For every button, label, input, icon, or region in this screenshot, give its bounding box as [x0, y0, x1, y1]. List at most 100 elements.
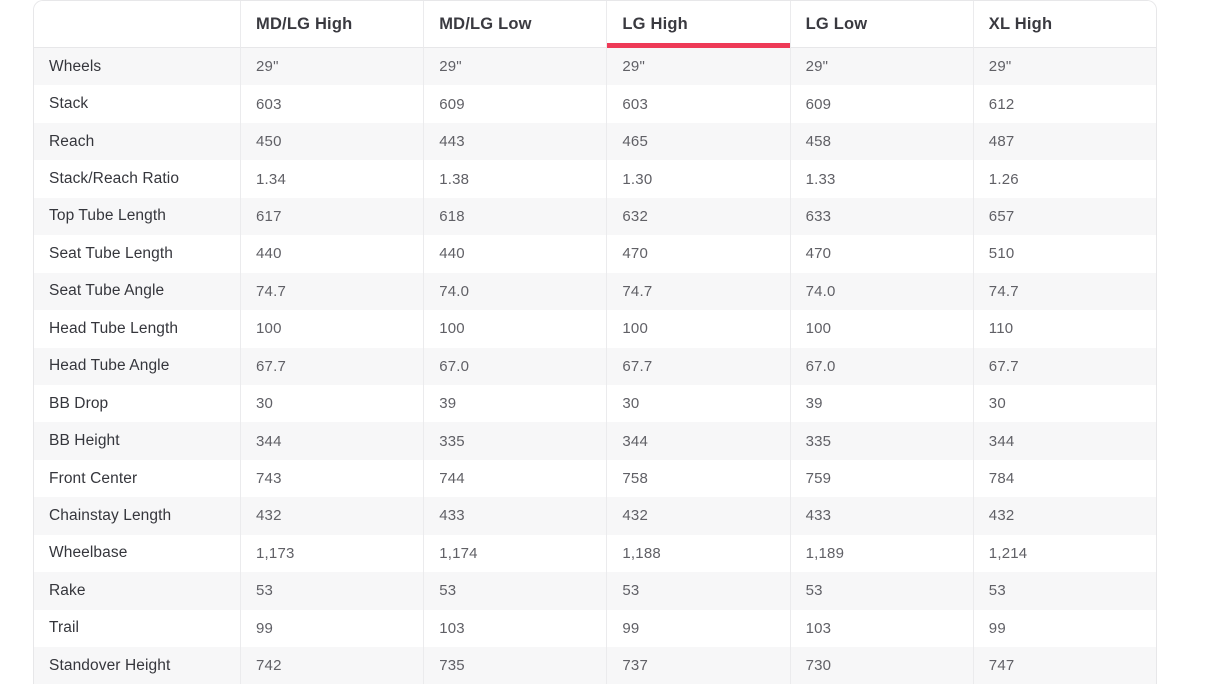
cell-value: 432: [240, 497, 423, 535]
column-tab-label: LG Low: [805, 14, 868, 33]
cell-value: 30: [606, 384, 789, 423]
column-tab-label: LG High: [622, 14, 688, 33]
cell-value: 1.26: [972, 160, 1156, 198]
cell-value: 603: [606, 85, 789, 123]
cell-value: 53: [423, 572, 606, 610]
table-row: Seat Tube Angle 74.7 74.0 74.7 74.0 74.7: [34, 272, 1156, 311]
row-label: Trail: [49, 619, 80, 637]
cell-value: 632: [606, 197, 789, 236]
table-row: Seat Tube Length 440 440 470 470 510: [34, 235, 1156, 273]
cell-value: 784: [972, 459, 1156, 498]
column-tab-label: MD/LG Low: [439, 14, 532, 33]
table-row: Rake 53 53 53 53 53: [34, 572, 1156, 610]
row-label: Stack/Reach Ratio: [49, 170, 180, 188]
cell-value: 29": [240, 48, 423, 86]
table-row: Top Tube Length 617 618 632 633 657: [34, 197, 1156, 236]
cell-value: 1,173: [240, 534, 423, 573]
column-tab-lg-low[interactable]: LG Low: [789, 1, 973, 48]
cell-value: 465: [606, 122, 789, 161]
row-label: Reach: [49, 132, 95, 150]
row-label: Chainstay Length: [49, 506, 172, 524]
cell-value: 487: [972, 122, 1156, 161]
cell-value: 1.30: [606, 160, 789, 198]
table-row: Trail 99 103 99 103 99: [34, 609, 1156, 647]
cell-value: 433: [789, 497, 973, 535]
table-body: Wheels 29" 29" 29" 29" 29" Stack 603 609 603 609 61…: [34, 48, 1156, 684]
column-tab-lg-high[interactable]: LG High: [606, 1, 790, 48]
cell-value: 470: [606, 235, 789, 273]
cell-value: 344: [972, 422, 1156, 460]
cell-value: 443: [423, 122, 606, 161]
cell-value: 29": [606, 48, 789, 86]
cell-value: 450: [240, 122, 423, 161]
row-label: Wheels: [49, 57, 102, 75]
row-label: Top Tube Length: [49, 207, 166, 225]
cell-value: 730: [789, 647, 973, 684]
cell-value: 39: [789, 384, 973, 423]
table-row: Head Tube Length 100 100 100 100 110: [34, 310, 1156, 348]
cell-value: 1.33: [789, 160, 973, 198]
cell-value: 67.7: [972, 347, 1156, 385]
cell-value: 53: [789, 572, 973, 610]
cell-value: 1,174: [423, 534, 606, 573]
cell-value: 100: [606, 310, 789, 348]
cell-value: 440: [423, 235, 606, 273]
cell-value: 67.0: [789, 347, 973, 385]
cell-value: 612: [972, 85, 1156, 123]
column-tab-label: XL High: [988, 14, 1053, 33]
table-row: BB Height 344 335 344 335 344: [34, 422, 1156, 460]
table-row: Reach 450 443 465 458 487: [34, 122, 1156, 161]
row-label: BB Height: [49, 432, 120, 450]
cell-value: 103: [789, 609, 973, 647]
cell-value: 633: [789, 197, 973, 236]
cell-value: 67.7: [606, 347, 789, 385]
cell-value: 335: [423, 422, 606, 460]
cell-value: 617: [240, 197, 423, 236]
table-row: Standover Height 742 735 737 730 747: [34, 647, 1156, 684]
row-label: Seat Tube Angle: [49, 282, 165, 300]
cell-value: 53: [606, 572, 789, 610]
cell-value: 735: [423, 647, 606, 684]
cell-value: 53: [972, 572, 1156, 610]
row-label: Head Tube Angle: [49, 357, 170, 375]
table-row: BB Drop 30 39 30 39 30: [34, 384, 1156, 423]
cell-value: 603: [240, 85, 423, 123]
cell-value: 103: [423, 609, 606, 647]
cell-value: 67.7: [240, 347, 423, 385]
cell-value: 335: [789, 422, 973, 460]
cell-value: 99: [972, 609, 1156, 647]
cell-value: 344: [240, 422, 423, 460]
cell-value: 110: [972, 310, 1156, 348]
cell-value: 744: [423, 459, 606, 498]
row-label: Standover Height: [49, 656, 171, 674]
header-corner-cell: [34, 1, 240, 48]
column-tab-xl-high[interactable]: XL High: [972, 1, 1156, 48]
cell-value: 432: [606, 497, 789, 535]
cell-value: 74.0: [423, 272, 606, 311]
cell-value: 29": [972, 48, 1156, 86]
cell-value: 29": [789, 48, 973, 86]
cell-value: 344: [606, 422, 789, 460]
cell-value: 743: [240, 459, 423, 498]
table-row: Wheels 29" 29" 29" 29" 29": [34, 48, 1156, 86]
cell-value: 440: [240, 235, 423, 273]
table-row: Stack 603 609 603 609 612: [34, 85, 1156, 123]
cell-value: 67.0: [423, 347, 606, 385]
cell-value: 1,188: [606, 534, 789, 573]
cell-value: 432: [972, 497, 1156, 535]
column-tab-md-lg-low[interactable]: MD/LG Low: [423, 1, 607, 48]
cell-value: 470: [789, 235, 973, 273]
column-tab-label: MD/LG High: [256, 14, 353, 33]
cell-value: 99: [606, 609, 789, 647]
cell-value: 609: [789, 85, 973, 123]
row-label: Rake: [49, 581, 86, 599]
column-tab-md-lg-high[interactable]: MD/LG High: [240, 1, 424, 48]
cell-value: 1.38: [423, 160, 606, 198]
cell-value: 758: [606, 459, 789, 498]
cell-value: 657: [972, 197, 1156, 236]
row-label: BB Drop: [49, 394, 109, 412]
cell-value: 99: [240, 609, 423, 647]
cell-value: 74.7: [606, 272, 789, 311]
cell-value: 737: [606, 647, 789, 684]
